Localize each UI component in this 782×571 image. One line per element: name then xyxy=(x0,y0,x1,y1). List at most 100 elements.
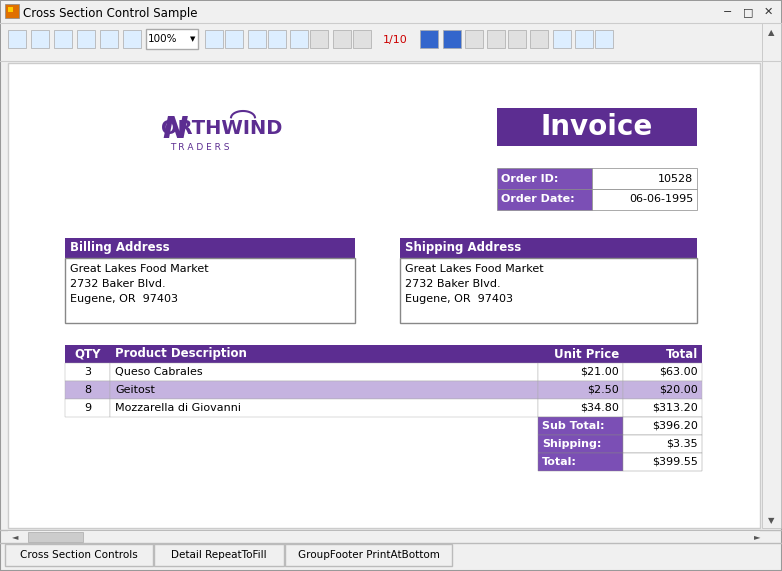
Bar xyxy=(623,399,702,417)
Bar xyxy=(592,168,697,189)
Text: $63.00: $63.00 xyxy=(659,367,698,377)
Bar xyxy=(487,30,505,48)
Bar xyxy=(623,435,702,453)
Text: Cross Section Control Sample: Cross Section Control Sample xyxy=(23,6,198,19)
Text: ✕: ✕ xyxy=(763,7,773,17)
Bar xyxy=(268,30,286,48)
Bar xyxy=(110,399,538,417)
Bar xyxy=(77,30,95,48)
Text: N: N xyxy=(162,115,188,144)
Text: Queso Cabrales: Queso Cabrales xyxy=(115,367,203,377)
Text: ORTHWIND: ORTHWIND xyxy=(161,119,282,138)
Bar xyxy=(497,108,697,146)
Text: 9: 9 xyxy=(84,403,91,413)
Bar xyxy=(54,30,72,48)
Text: Great Lakes Food Market: Great Lakes Food Market xyxy=(70,264,209,274)
Bar xyxy=(65,345,110,363)
Bar xyxy=(538,453,623,471)
Bar xyxy=(31,30,49,48)
Bar xyxy=(8,531,760,543)
Text: $21.00: $21.00 xyxy=(580,367,619,377)
Text: Billing Address: Billing Address xyxy=(70,242,170,255)
Bar xyxy=(110,363,538,381)
Bar xyxy=(623,381,702,399)
Bar xyxy=(553,30,571,48)
Text: QTY: QTY xyxy=(74,348,101,360)
Text: T R A D E R S: T R A D E R S xyxy=(170,143,230,152)
Text: Shipping:: Shipping: xyxy=(542,439,601,449)
Text: $399.55: $399.55 xyxy=(652,457,698,467)
Bar xyxy=(623,453,702,471)
Bar xyxy=(8,63,760,528)
Bar xyxy=(65,238,355,258)
Text: Cross Section Controls: Cross Section Controls xyxy=(20,550,138,560)
Bar xyxy=(538,381,623,399)
Text: Mozzarella di Giovanni: Mozzarella di Giovanni xyxy=(115,403,241,413)
Bar xyxy=(65,363,110,381)
Text: Order ID:: Order ID: xyxy=(501,174,558,183)
Bar xyxy=(538,417,623,435)
Bar xyxy=(538,345,623,363)
Text: Great Lakes Food Market: Great Lakes Food Market xyxy=(405,264,543,274)
Bar xyxy=(497,189,592,210)
Text: 06-06-1995: 06-06-1995 xyxy=(629,195,693,204)
Bar xyxy=(100,30,118,48)
Text: Geitost: Geitost xyxy=(115,385,155,395)
Text: Shipping Address: Shipping Address xyxy=(405,242,522,255)
Text: $313.20: $313.20 xyxy=(652,403,698,413)
Bar xyxy=(420,30,438,48)
Bar xyxy=(225,30,243,48)
Text: Order Date:: Order Date: xyxy=(501,195,575,204)
Bar xyxy=(762,23,781,528)
Text: ◄: ◄ xyxy=(12,533,18,541)
Bar xyxy=(1,23,781,61)
Bar xyxy=(205,30,223,48)
Bar xyxy=(538,435,623,453)
Text: $3.35: $3.35 xyxy=(666,439,698,449)
Bar xyxy=(285,544,452,566)
Text: Eugene, OR  97403: Eugene, OR 97403 xyxy=(405,294,513,304)
Bar xyxy=(5,4,19,18)
Bar xyxy=(290,30,308,48)
Bar xyxy=(497,168,592,189)
Text: Sub Total:: Sub Total: xyxy=(542,421,604,431)
Text: ▲: ▲ xyxy=(768,29,774,38)
Bar xyxy=(65,381,110,399)
Text: Detail RepeatToFill: Detail RepeatToFill xyxy=(171,550,267,560)
Bar xyxy=(592,189,697,210)
Text: ▼: ▼ xyxy=(768,517,774,525)
Bar xyxy=(8,7,13,12)
Bar xyxy=(353,30,371,48)
Bar xyxy=(538,399,623,417)
Text: Total:: Total: xyxy=(542,457,577,467)
Bar xyxy=(530,30,548,48)
Bar xyxy=(154,544,284,566)
Text: $2.50: $2.50 xyxy=(587,385,619,395)
Text: Total: Total xyxy=(665,348,698,360)
Text: $20.00: $20.00 xyxy=(659,385,698,395)
Text: Unit Price: Unit Price xyxy=(554,348,619,360)
Bar xyxy=(623,363,702,381)
Text: 2732 Baker Blvd.: 2732 Baker Blvd. xyxy=(405,279,500,289)
Text: Eugene, OR  97403: Eugene, OR 97403 xyxy=(70,294,178,304)
Bar xyxy=(123,30,141,48)
Bar xyxy=(400,258,697,323)
Text: 1/10: 1/10 xyxy=(382,35,407,45)
Bar xyxy=(110,381,538,399)
Bar xyxy=(28,532,83,542)
Bar xyxy=(595,30,613,48)
Text: 3: 3 xyxy=(84,367,91,377)
Bar xyxy=(443,30,461,48)
Text: 10528: 10528 xyxy=(658,174,693,183)
Text: Invoice: Invoice xyxy=(541,113,653,141)
Bar xyxy=(508,30,526,48)
Bar xyxy=(623,345,702,363)
Text: 8: 8 xyxy=(84,385,91,395)
Bar xyxy=(65,399,110,417)
Text: ▼: ▼ xyxy=(190,36,196,42)
Bar xyxy=(146,29,198,49)
Text: 100%: 100% xyxy=(149,34,178,44)
Bar xyxy=(8,30,26,48)
Text: 2732 Baker Blvd.: 2732 Baker Blvd. xyxy=(70,279,166,289)
Text: −: − xyxy=(723,7,733,17)
